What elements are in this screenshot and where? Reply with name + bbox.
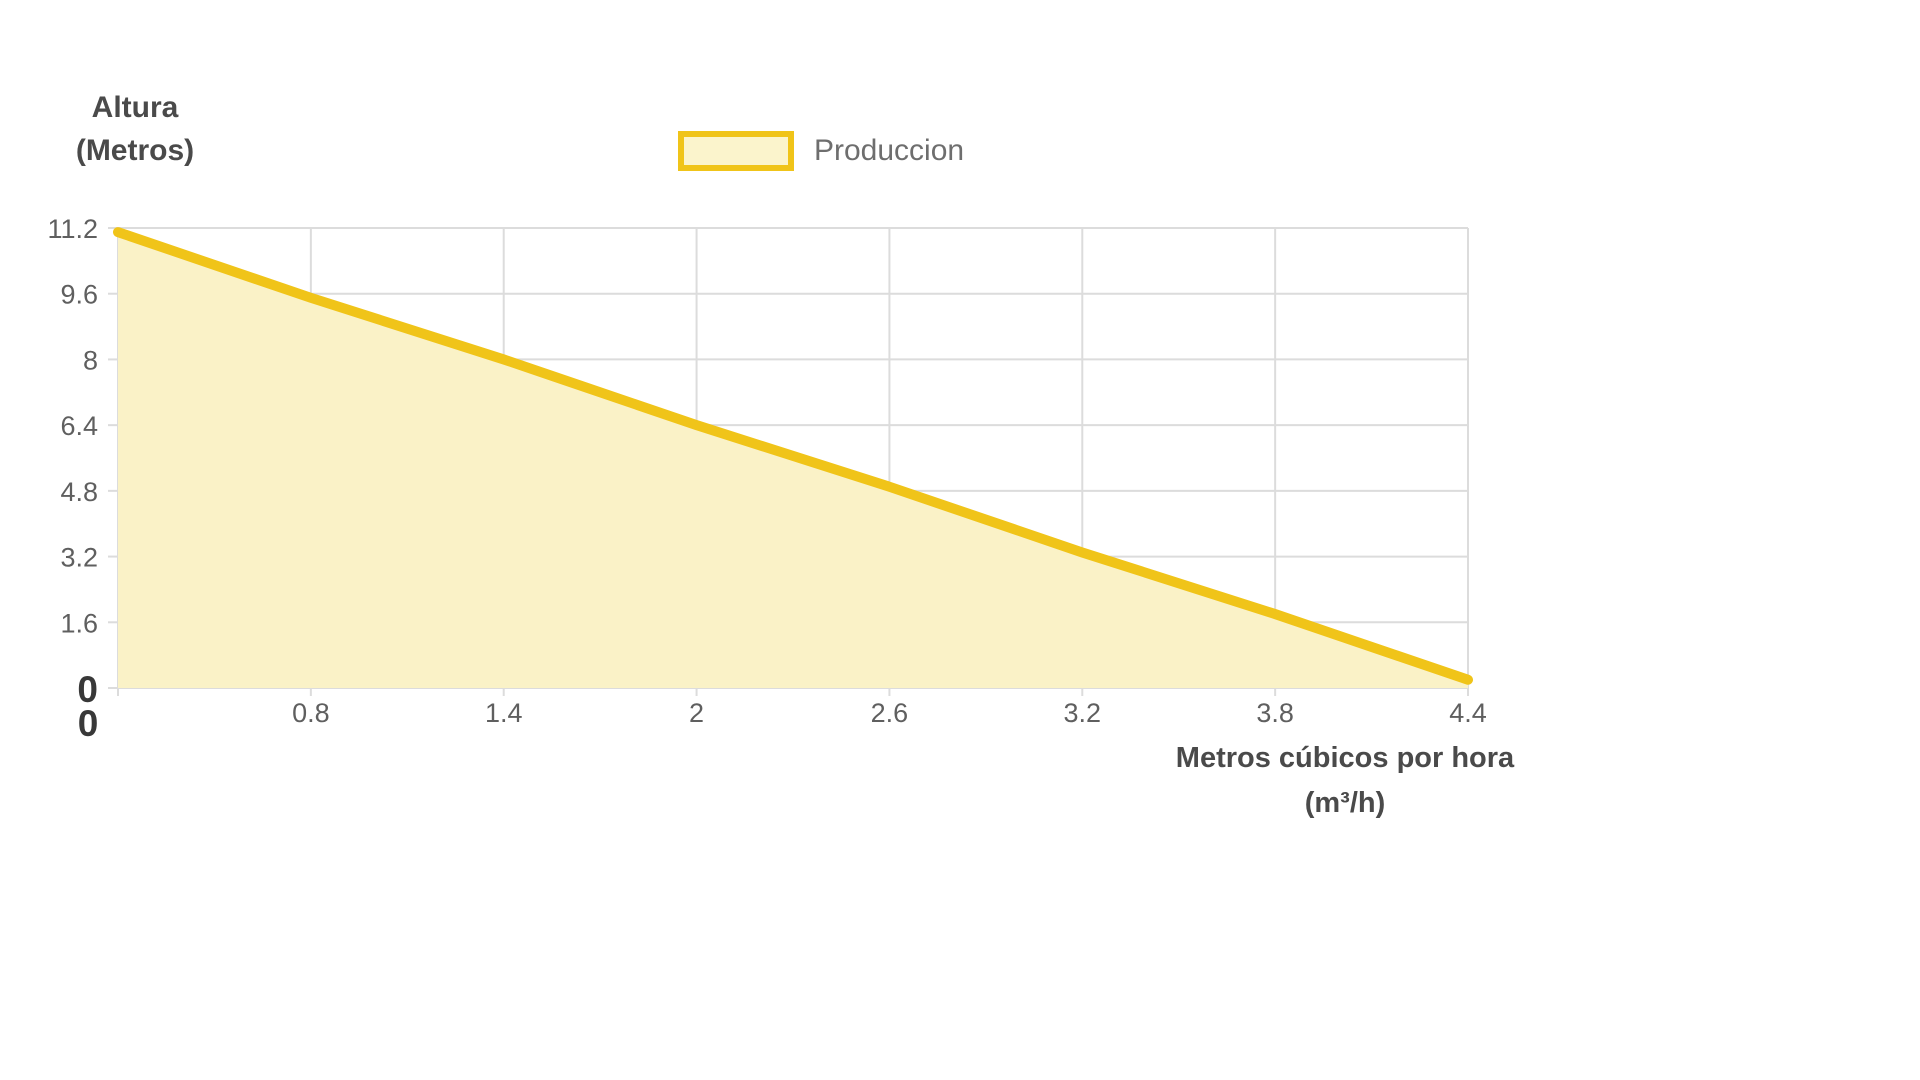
legend-swatch-icon — [678, 131, 794, 171]
y-tick-label: 6.4 — [60, 411, 98, 441]
y-tick-label: 8 — [83, 345, 98, 375]
x-axis-title-line2: (m³/h) — [1304, 787, 1386, 819]
x-tick-label: 3.2 — [1064, 698, 1102, 728]
line-series-produccion — [113, 227, 1473, 685]
x-axis-title-line1: Metros cúbicos por hora — [1175, 742, 1515, 774]
legend-produccion[interactable]: Produccion — [678, 131, 964, 171]
x-tick-label: 2 — [689, 698, 704, 728]
x-tick-label: 1.4 — [485, 698, 523, 728]
x-tick-label: 3.8 — [1256, 698, 1294, 728]
x-axis-title: Metros cúbicos por hora (m³/h) — [1170, 736, 1520, 826]
x-tick-label: 4.4 — [1449, 698, 1487, 728]
y-tick-label: 1.6 — [60, 608, 98, 638]
legend-label: Produccion — [814, 134, 965, 167]
x-tick-label: 2.6 — [871, 698, 909, 728]
y-axis-title: Altura (Metros) — [50, 86, 220, 172]
y-tick-label: 11.2 — [47, 214, 98, 244]
y-tick-label: 3.2 — [60, 543, 98, 573]
y-tick-label: 0 — [77, 669, 98, 710]
y-axis-title-line2: (Metros) — [75, 134, 195, 167]
y-axis-title-line1: Altura — [91, 91, 179, 124]
y-tick-label: 9.6 — [60, 280, 98, 310]
x-tick-label: 0.8 — [292, 698, 330, 728]
x-tick-label: 0 — [78, 703, 99, 744]
y-tick-label: 4.8 — [60, 477, 98, 507]
